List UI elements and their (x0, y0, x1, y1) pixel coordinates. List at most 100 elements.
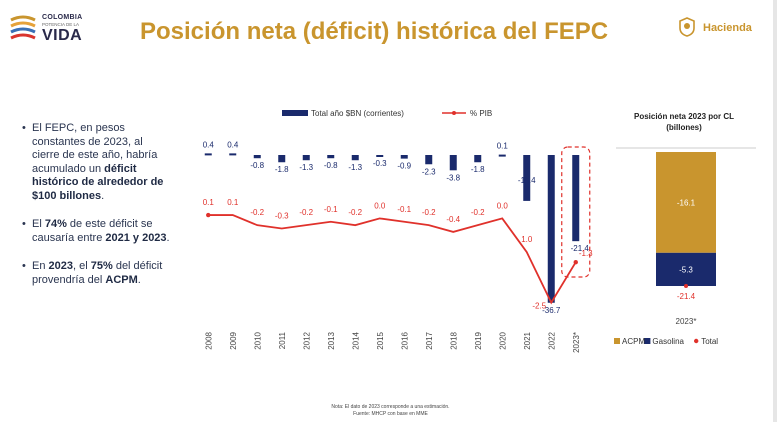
pib-value-label: -1.3 (579, 249, 593, 258)
source-line: Fuente: MHCP con base en MME (353, 411, 428, 417)
bar-value-label: -1.3 (299, 163, 313, 172)
legend-label-line: % PIB (470, 109, 492, 118)
x-tick-label: 2008 (204, 331, 213, 349)
side-chart-title-line2: (billones) (666, 123, 702, 132)
pib-value-label: -0.2 (348, 208, 362, 217)
bar-value-label: -2.3 (422, 167, 436, 176)
bar-value-label: 0.4 (203, 140, 215, 149)
legend-swatch (644, 338, 651, 344)
bar (449, 155, 457, 171)
bar-value-label: -1.8 (471, 165, 485, 174)
bullet-text: El FEPC, en pesos constantes de 2023, al… (32, 122, 158, 175)
bar (376, 155, 384, 157)
bullet-text: . (137, 273, 141, 286)
header-bar: COLOMBIA POTENCIA DE LA VIDA Posición ne… (0, 0, 781, 56)
bar-value-label: -0.8 (250, 161, 264, 170)
x-tick-label: 2010 (253, 331, 262, 349)
legend-label-bars: Total año $BN (corrientes) (311, 109, 404, 118)
side-chart-title-line1: Posición neta 2023 por CL (634, 112, 734, 121)
pib-value-label: -0.3 (275, 212, 289, 221)
pib-line (208, 214, 577, 305)
bar-value-label: 0.4 (227, 140, 239, 149)
bullet-text: de este déficit se causaría entre (32, 218, 153, 244)
bullet-text: . (166, 231, 170, 244)
pib-value-label: -0.2 (422, 208, 436, 217)
bullet-text: 75% (90, 260, 113, 272)
x-tick-label: 2011 (278, 331, 287, 349)
bullet-dot: • (22, 122, 26, 134)
page-title: Posición neta (déficit) histórica del FE… (140, 18, 609, 45)
bullet-text: 2021 y 2023 (105, 231, 167, 244)
pib-value-label: -0.1 (324, 205, 338, 214)
bullet-item: • El FEPC, en pesos constantes de 2023, a… (22, 122, 172, 203)
legend-marker-line (452, 111, 456, 115)
x-tick-label: 2019 (474, 331, 483, 349)
stacked-bar-segment (656, 152, 716, 253)
bar (351, 155, 359, 161)
pib-value-label: -0.1 (397, 205, 411, 214)
x-tick-label: 2017 (425, 331, 434, 349)
bullet-text: del déficit provendría del (32, 260, 163, 286)
legend-swatch (614, 338, 620, 344)
bar (229, 153, 237, 156)
x-tick-label: 2012 (302, 331, 311, 349)
bullet-item: • El 74% de este déficit se causaría entr… (22, 218, 172, 245)
x-tick-label: 2023* (572, 332, 581, 353)
bullet-dot: • (22, 260, 26, 272)
bar-value-label: 0.1 (497, 142, 509, 151)
x-tick-label: 2016 (400, 331, 409, 349)
pib-value-label: -0.2 (471, 208, 485, 217)
bullet-text: 2023 (48, 260, 73, 272)
x-tick-label: 2009 (229, 331, 238, 349)
bar (253, 155, 261, 159)
bullet-text: En (32, 260, 49, 272)
bar (498, 154, 506, 157)
x-tick-label: 2022 (547, 331, 556, 349)
bar-value-label: -1.3 (348, 163, 362, 172)
bullet-text: , el (73, 260, 91, 272)
bullet-text: El (32, 218, 45, 230)
bar (572, 155, 580, 242)
bar-value-label: -0.8 (324, 161, 338, 170)
bar (474, 155, 482, 163)
main-chart: Total año $BN (corrientes) % PIB 0.4 0.4 -0.… (203, 109, 594, 353)
note-line: Nota: El dato de 2023 corresponde a una … (331, 404, 450, 410)
pib-value-label: -0.2 (250, 208, 264, 217)
hacienda-label: Hacienda (703, 22, 752, 34)
bullet-list: • El FEPC, en pesos constantes de 2023, a… (22, 122, 172, 302)
pib-value-label: 0.0 (374, 201, 386, 210)
pib-value-label: 1.0 (521, 235, 533, 244)
bullet-text: ACPM (105, 273, 138, 286)
bullet-text: déficit histórico de alrededor de $100 b… (32, 162, 164, 202)
pib-value-label: 0.0 (497, 201, 509, 210)
legend-label: ACPM (622, 337, 645, 346)
x-tick-label: 2013 (327, 331, 336, 349)
bullet-text: . (101, 189, 105, 202)
pib-value-label: 0.1 (227, 198, 239, 207)
logo-line-2: POTENCIA DE LA (42, 22, 80, 27)
bar-value-label: -36.7 (542, 306, 561, 315)
colombia-logo: COLOMBIA POTENCIA DE LA VIDA (8, 12, 100, 46)
total-point (684, 284, 688, 288)
bar (400, 155, 408, 159)
bullet-dot: • (22, 218, 26, 230)
legend-swatch-bars (282, 110, 308, 116)
total-value-label: -21.4 (677, 292, 696, 301)
crest-icon (679, 17, 695, 37)
hacienda-logo: Hacienda (676, 14, 768, 44)
legend-marker (694, 338, 699, 344)
bullet-text: 74% (44, 218, 67, 230)
bar (425, 155, 433, 165)
logo-line-3: VIDA (42, 27, 83, 44)
right-edge-divider (773, 0, 777, 422)
bar-value-label: -21.4 (571, 244, 590, 253)
segment-value-label: -16.1 (677, 198, 696, 207)
pib-value-label: -0.2 (299, 208, 313, 217)
bar-value-label: -3.8 (446, 173, 460, 182)
segment-value-label: -5.3 (679, 265, 693, 274)
bullet-item: • En 2023, el 75% del déficit provendría … (22, 260, 172, 287)
bar (523, 155, 531, 201)
highlight-box (561, 146, 591, 278)
x-tick-label: 2018 (449, 331, 458, 349)
bar-value-label: -0.3 (373, 159, 387, 168)
